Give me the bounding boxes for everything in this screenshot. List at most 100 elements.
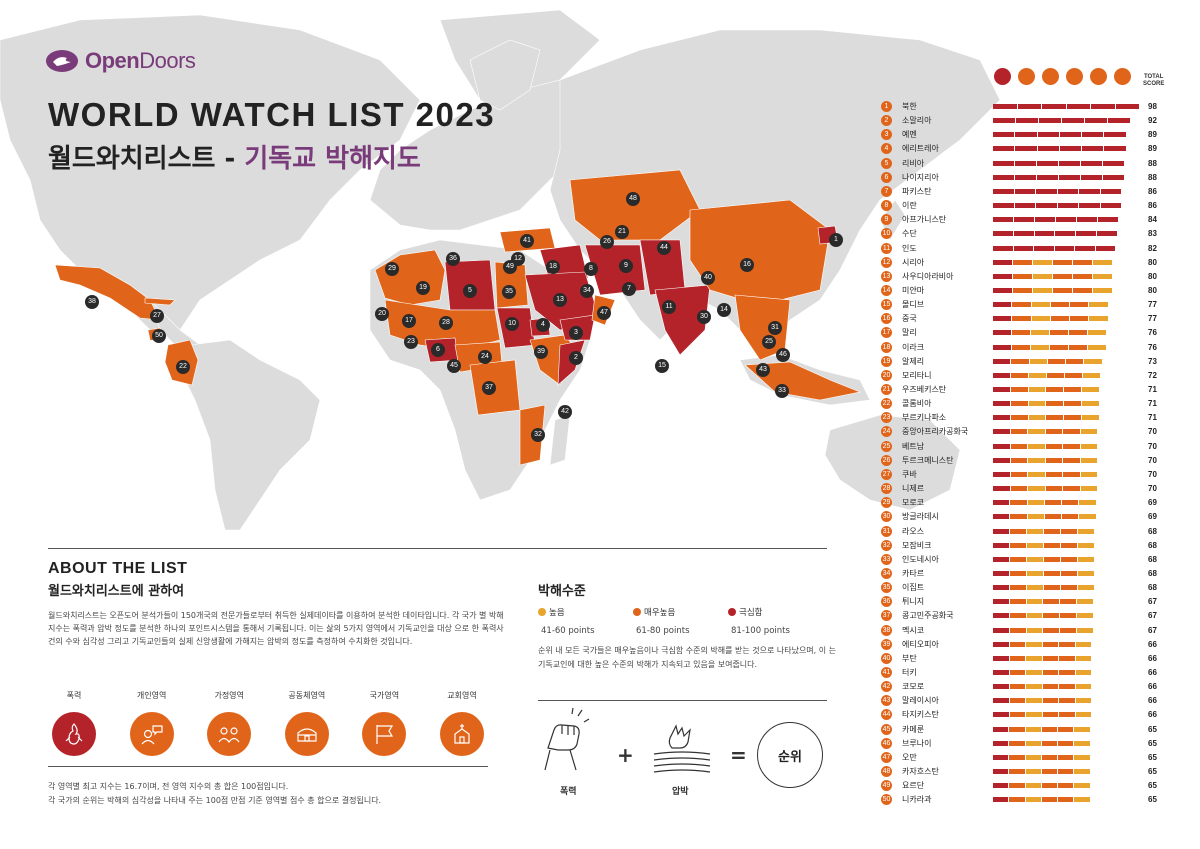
score-bar xyxy=(993,203,1122,209)
score-bar xyxy=(993,797,1091,803)
total-score: 98 xyxy=(1148,102,1157,111)
ranking-row: 40 부탄 66 xyxy=(880,652,1170,665)
eq-equals: = xyxy=(730,743,747,767)
country-name: 나이지리아 xyxy=(902,172,939,182)
score-segment xyxy=(1042,670,1058,675)
ranking-row: 32 모잠비크 68 xyxy=(880,539,1170,552)
score-bar xyxy=(993,344,1107,350)
score-segment xyxy=(1011,358,1029,364)
score-bar xyxy=(993,599,1094,605)
score-bar xyxy=(993,514,1097,520)
score-bar xyxy=(993,641,1092,647)
ranking-row: 39 에티오피아 66 xyxy=(880,638,1170,651)
country-name: 인도 xyxy=(902,243,917,253)
score-segment xyxy=(1104,146,1126,152)
score-segment xyxy=(1059,698,1075,704)
score-segment xyxy=(993,104,1017,109)
rank-number: 35 xyxy=(881,582,892,594)
category-label: 개인영역 xyxy=(136,691,167,700)
ranking-row: 6 나이지리아 88 xyxy=(880,171,1170,184)
score-segment xyxy=(993,655,1009,661)
score-segment xyxy=(1043,613,1059,619)
total-score: 76 xyxy=(1148,328,1157,338)
rank-number: 28 xyxy=(881,483,892,495)
score-segment xyxy=(1028,387,1046,392)
score-segment xyxy=(1043,599,1059,605)
score-segment xyxy=(1065,372,1082,378)
country-name: 중앙아프리카공화국 xyxy=(902,427,969,437)
score-segment xyxy=(1044,585,1060,591)
logo-text: OpenDoors xyxy=(85,48,196,73)
total-score: 70 xyxy=(1148,441,1157,451)
score-bar xyxy=(993,528,1095,534)
score-segment xyxy=(1075,670,1091,675)
legend-dot xyxy=(633,608,641,616)
category-family: 가정영역 xyxy=(193,690,265,756)
country-name: 코모로 xyxy=(902,682,925,692)
score-segment xyxy=(1050,302,1069,308)
score-segment xyxy=(1044,528,1060,534)
country-name: 콩고민주공화국 xyxy=(902,611,954,621)
score-bar xyxy=(993,627,1094,633)
score-segment xyxy=(1062,514,1079,520)
country-name: 카자흐스탄 xyxy=(902,767,939,777)
person-speech-icon xyxy=(1018,68,1035,85)
score-segment xyxy=(1046,387,1063,392)
country-name: 요르단 xyxy=(902,781,925,791)
map-marker: 35 xyxy=(502,285,516,299)
rank-number: 36 xyxy=(881,596,892,608)
score-segment xyxy=(993,627,1009,633)
total-score: 68 xyxy=(1148,540,1157,550)
score-bar xyxy=(993,174,1125,180)
map-marker: 9 xyxy=(619,259,633,273)
score-bar xyxy=(993,542,1095,548)
total-score: 70 xyxy=(1148,427,1157,437)
score-segment xyxy=(1050,344,1068,350)
map-marker: 45 xyxy=(447,359,461,373)
map-marker: 4 xyxy=(536,318,550,332)
score-segment xyxy=(1080,443,1097,449)
score-segment xyxy=(1074,797,1090,803)
score-segment xyxy=(1080,429,1097,435)
ranking-row: 16 중국 77 xyxy=(880,313,1170,325)
score-segment xyxy=(993,783,1009,789)
about-body: 월드와치리스트는 오픈도어 분석가들이 150개국의 전문가들로부터 취득한 실… xyxy=(48,611,504,646)
score-segment xyxy=(993,372,1010,378)
score-segment xyxy=(1025,783,1041,789)
score-bar xyxy=(993,471,1098,477)
score-segment xyxy=(1012,302,1031,308)
category-list: 폭력 개인영역 가정영역 공동체영역 국가영역 교회영역 xyxy=(38,690,498,756)
score-segment xyxy=(1046,401,1063,407)
score-segment xyxy=(1078,570,1094,576)
score-segment xyxy=(1073,259,1092,265)
score-segment xyxy=(993,585,1009,591)
map-marker: 6 xyxy=(431,343,445,357)
score-segment xyxy=(1014,217,1034,223)
score-segment xyxy=(1015,160,1036,166)
category-national: 국가영역 xyxy=(348,690,420,756)
ranking-row: 12 시리아 80 xyxy=(880,256,1170,269)
score-segment xyxy=(993,203,1014,209)
country-name: 부르키나파소 xyxy=(902,413,947,423)
ranking-row: 24 중앙아프리카공화국 70 xyxy=(880,426,1170,438)
ranking-row: 2 소말리아 92 xyxy=(880,115,1170,127)
total-score: 82 xyxy=(1148,243,1157,253)
map-marker: 36 xyxy=(446,252,460,266)
score-segment xyxy=(1013,245,1033,251)
map-marker: 26 xyxy=(600,235,614,249)
ranking-row: 9 아프가니스탄 84 xyxy=(880,214,1170,226)
score-segment xyxy=(1041,769,1057,775)
score-segment xyxy=(1026,684,1042,690)
score-segment xyxy=(1043,627,1059,633)
score-segment xyxy=(1063,429,1080,435)
score-segment xyxy=(1009,698,1025,704)
score-bar xyxy=(993,655,1092,661)
church-icon xyxy=(1114,68,1131,85)
score-segment xyxy=(993,443,1010,449)
score-segment xyxy=(1078,528,1094,534)
score-segment xyxy=(1104,132,1126,138)
country-name: 아프가니스탄 xyxy=(902,215,947,225)
score-segment xyxy=(1015,132,1037,138)
ranking-row: 49 요르단 65 xyxy=(880,780,1170,792)
country-name: 타지키스탄 xyxy=(902,710,939,720)
